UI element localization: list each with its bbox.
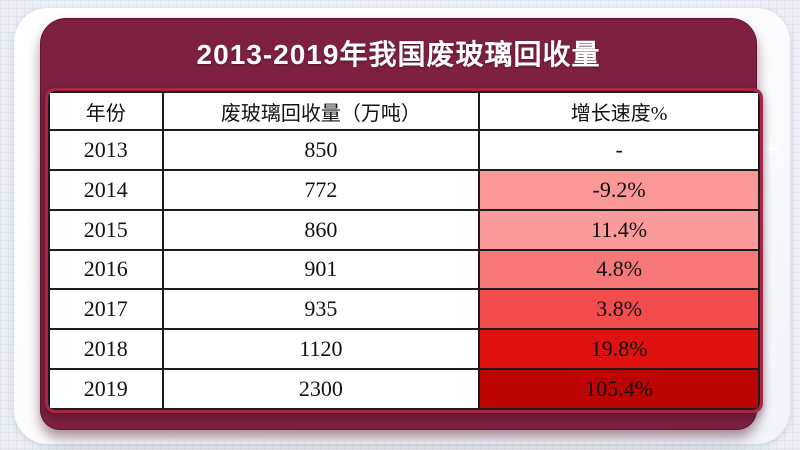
- year-cell: 2016: [48, 248, 164, 291]
- table-row: 2013 850 -: [48, 129, 760, 171]
- growth-cell: 3.8%: [478, 288, 760, 331]
- volume-cell: 2300: [161, 368, 481, 410]
- volume-cell: 850: [161, 129, 481, 171]
- table-row: 2014 772 -9.2%: [48, 168, 760, 211]
- volume-cell: 772: [161, 168, 481, 211]
- volume-cell: 1120: [161, 328, 481, 371]
- growth-cell: -: [478, 129, 760, 171]
- table-row: 2016 901 4.8%: [48, 248, 760, 291]
- header-row: 年份 废玻璃回收量（万吨） 增长速度%: [48, 91, 760, 131]
- table-row: 2018 1120 19.8%: [48, 328, 760, 371]
- column-header-growth: 增长速度%: [478, 91, 760, 131]
- growth-cell: 11.4%: [478, 208, 760, 251]
- growth-cell: -9.2%: [478, 168, 760, 211]
- year-cell: 2019: [48, 368, 164, 410]
- table-row: 2015 860 11.4%: [48, 208, 760, 251]
- table-row: 2017 935 3.8%: [48, 288, 760, 331]
- volume-cell: 935: [161, 288, 481, 331]
- growth-cell: 105.4%: [478, 368, 760, 410]
- growth-cell: 19.8%: [478, 328, 760, 371]
- year-cell: 2014: [48, 168, 164, 211]
- volume-cell: 901: [161, 248, 481, 291]
- year-cell: 2015: [48, 208, 164, 251]
- recycling-table-card: 年份 废玻璃回收量（万吨） 增长速度% 2013 850 - 2014 772 …: [45, 88, 763, 413]
- page-title: 2013-2019年我国废玻璃回收量: [196, 39, 601, 70]
- table-row: 2019 2300 105.4%: [48, 368, 760, 410]
- sparkle-icon: [763, 141, 779, 157]
- year-cell: 2018: [48, 328, 164, 371]
- year-cell: 2017: [48, 288, 164, 331]
- year-cell: 2013: [48, 129, 164, 171]
- recycling-table: 年份 废玻璃回收量（万吨） 增长速度% 2013 850 - 2014 772 …: [48, 91, 760, 410]
- column-header-year: 年份: [48, 91, 164, 131]
- volume-cell: 860: [161, 208, 481, 251]
- growth-cell: 4.8%: [478, 248, 760, 291]
- column-header-volume: 废玻璃回收量（万吨）: [161, 91, 481, 131]
